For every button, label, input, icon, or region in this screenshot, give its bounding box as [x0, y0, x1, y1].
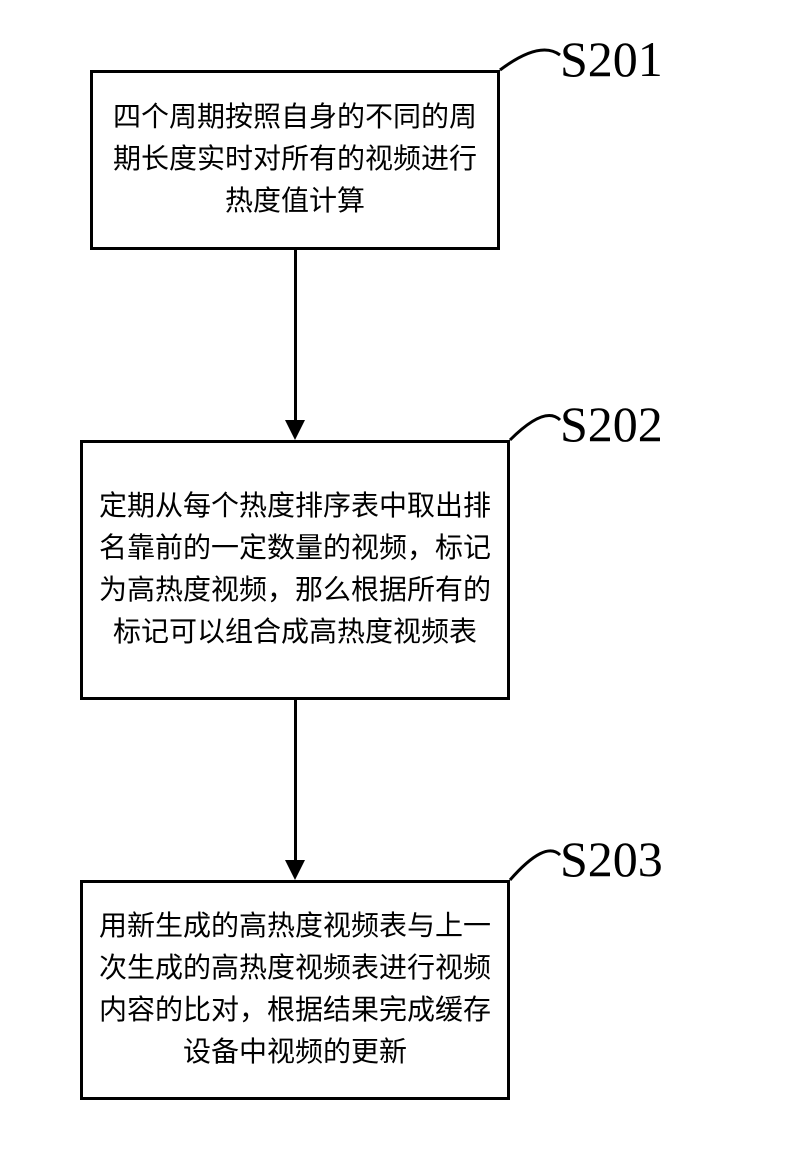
- flow-node-text: 四个周期按照自身的不同的周期长度实时对所有的视频进行热度值计算: [109, 97, 481, 223]
- flow-node-s201: 四个周期按照自身的不同的周期长度实时对所有的视频进行热度值计算: [90, 70, 500, 250]
- flow-node-text: 用新生成的高热度视频表与上一次生成的高热度视频表进行视频内容的比对，根据结果完成…: [99, 906, 491, 1074]
- flow-arrow-1-line: [294, 250, 297, 420]
- step-label-s202: S202: [560, 395, 663, 453]
- flow-node-s202: 定期从每个热度排序表中取出排名靠前的一定数量的视频，标记为高热度视频，那么根据所…: [80, 440, 510, 700]
- step-label-text: S201: [560, 31, 663, 87]
- step-label-s203: S203: [560, 830, 663, 888]
- step-label-text: S203: [560, 831, 663, 887]
- flow-node-s203: 用新生成的高热度视频表与上一次生成的高热度视频表进行视频内容的比对，根据结果完成…: [80, 880, 510, 1100]
- flow-arrow-2-head: [285, 860, 305, 880]
- step-label-text: S202: [560, 396, 663, 452]
- step-label-s201: S201: [560, 30, 663, 88]
- flow-arrow-1-head: [285, 420, 305, 440]
- flow-arrow-2-line: [294, 700, 297, 860]
- flow-node-text: 定期从每个热度排序表中取出排名靠前的一定数量的视频，标记为高热度视频，那么根据所…: [99, 486, 491, 654]
- flowchart-canvas: 四个周期按照自身的不同的周期长度实时对所有的视频进行热度值计算 S201 定期从…: [0, 0, 797, 1165]
